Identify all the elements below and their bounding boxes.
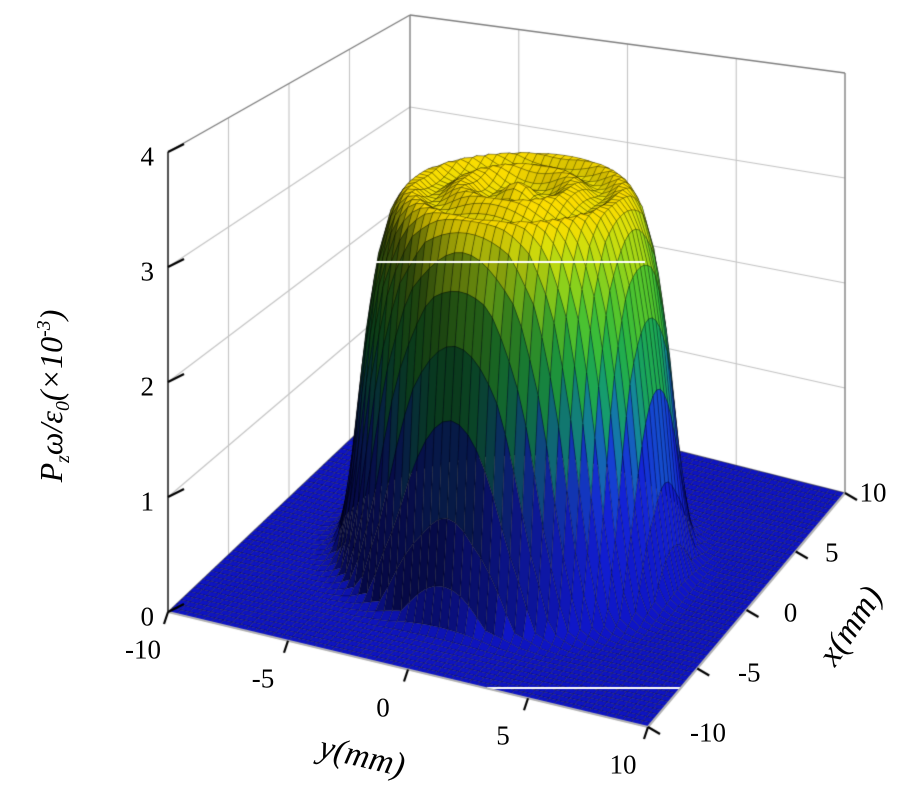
surface-plot-canvas [0, 0, 900, 800]
figure-3d-surface-plot: y(mm) x(mm) Pzω/ε0(×10-3) 0 1 2 3 4 -10 -5 0 5 10… [0, 0, 900, 800]
